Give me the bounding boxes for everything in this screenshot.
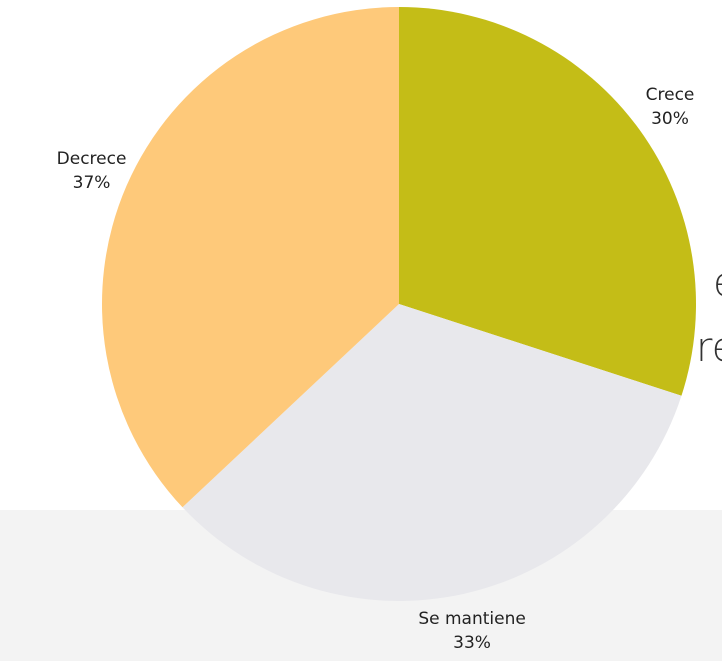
- background-text: e: [713, 260, 722, 306]
- slice-label: Decrece: [57, 149, 127, 169]
- slice-value-label: 37%: [73, 173, 111, 193]
- slice-label: Crece: [646, 85, 695, 105]
- pie-slice: [102, 7, 400, 508]
- pie-slice: [399, 7, 696, 396]
- slice-label: Se mantiene: [418, 609, 526, 629]
- pie-slice: [182, 304, 682, 601]
- slice-value-label: 33%: [453, 633, 491, 653]
- slice-value-label: 30%: [651, 109, 689, 129]
- background-text: re: [696, 325, 722, 371]
